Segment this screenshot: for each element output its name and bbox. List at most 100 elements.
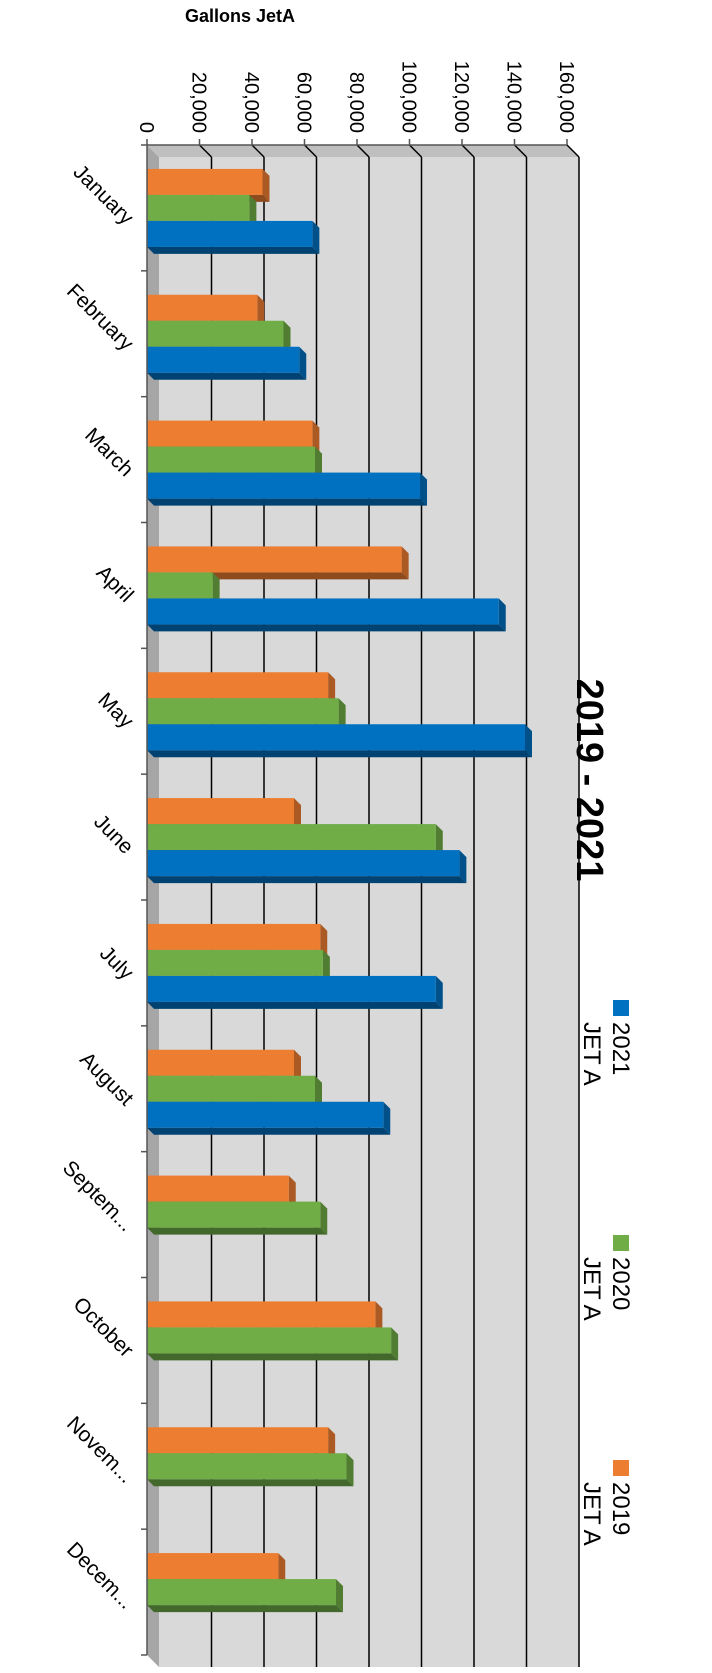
bar-front — [147, 1201, 321, 1228]
bar-front — [147, 1427, 329, 1454]
bar-front — [147, 1101, 384, 1128]
bar-top — [435, 824, 443, 858]
bar-side — [147, 246, 320, 254]
gridline-side — [461, 144, 475, 158]
x-tick-label: June — [89, 810, 137, 858]
gridline-side — [198, 144, 213, 158]
bar-side — [147, 1605, 343, 1613]
bar-front — [147, 949, 323, 976]
bar-top — [315, 446, 322, 480]
plot-area — [147, 144, 580, 1667]
bar-front — [147, 850, 460, 877]
bar-front — [147, 294, 258, 321]
y-tick-label: 100,000 — [398, 61, 420, 133]
bar-front — [147, 672, 329, 699]
bar-side — [147, 1127, 391, 1135]
y-tick-label: 0 — [135, 122, 157, 133]
bar-side — [147, 1001, 443, 1009]
legend-label: 2019 — [607, 1482, 634, 1535]
bar-top — [320, 923, 328, 957]
bar-top — [294, 798, 301, 832]
bar — [147, 1579, 343, 1613]
bar-top — [312, 220, 320, 254]
x-tick-label: Novem... — [62, 1412, 138, 1488]
gridline-side — [356, 144, 370, 158]
bar — [147, 598, 506, 632]
bar-front — [147, 346, 300, 373]
x-tick-label: April — [92, 561, 138, 607]
bar-side — [147, 750, 532, 758]
bar — [147, 220, 320, 254]
y-tick-label: 20,000 — [188, 72, 210, 133]
bar-top — [278, 1553, 286, 1587]
bar-top — [420, 472, 427, 506]
bar-top — [498, 598, 506, 632]
bar-top — [322, 949, 330, 983]
x-tick-label: October — [69, 1293, 138, 1362]
bar-top — [401, 546, 409, 580]
bar — [147, 1101, 391, 1135]
bar-front — [147, 168, 263, 195]
bar-top — [212, 572, 220, 606]
bar-top — [315, 1075, 322, 1109]
legend-label-line2: JET A — [578, 1482, 605, 1546]
bar-top — [459, 850, 467, 884]
x-axis: January February March April May June July Augu… — [58, 144, 148, 1656]
bar-front — [147, 320, 284, 347]
bar-front — [147, 446, 315, 473]
bar-top — [336, 1579, 343, 1613]
bar-front — [147, 1453, 347, 1480]
bar-top — [346, 1453, 354, 1487]
bar-side — [147, 1479, 354, 1487]
gridline-side — [303, 144, 318, 158]
bar-front — [147, 975, 436, 1002]
bar-top — [328, 1427, 336, 1461]
gridline-side — [513, 144, 528, 158]
bar-front — [147, 724, 525, 751]
chart-title: 2019 - 2021 — [568, 679, 610, 882]
y-tick-label: 160,000 — [555, 61, 577, 133]
bar-front — [147, 1175, 289, 1202]
bar-front — [147, 546, 402, 573]
bar-front — [147, 824, 436, 851]
x-tick-label: Decem... — [62, 1538, 138, 1614]
legend-label-line2: JET A — [578, 1257, 605, 1321]
bar-front — [147, 220, 313, 247]
gridline-side — [408, 144, 423, 158]
bar-front — [147, 1553, 279, 1580]
bar — [147, 1327, 399, 1361]
bar-front — [147, 1301, 376, 1328]
bar-front — [147, 572, 213, 599]
y-tick-label: 60,000 — [293, 72, 315, 133]
bar — [147, 724, 532, 758]
bar-side — [147, 876, 467, 884]
gridline-side — [251, 144, 265, 158]
legend-swatch — [613, 1460, 629, 1476]
x-tick-label: July — [95, 942, 138, 985]
bar-front — [147, 1049, 294, 1076]
legend-label: 2020 — [607, 1257, 634, 1310]
x-tick-label: March — [80, 424, 138, 482]
bar-front — [147, 923, 321, 950]
bar-front — [147, 1075, 315, 1102]
bar-top — [391, 1327, 399, 1361]
bars-group — [147, 168, 532, 1613]
bar-side — [147, 624, 506, 632]
bar-front — [147, 598, 499, 625]
y-tick-label: 120,000 — [450, 61, 472, 133]
bar-top — [312, 420, 320, 454]
bar-top — [262, 168, 270, 202]
bar-front — [147, 798, 294, 825]
bar-top — [328, 672, 336, 706]
bar-top — [249, 194, 257, 228]
bar-front — [147, 1579, 336, 1606]
bar-top — [294, 1049, 301, 1083]
bar-front — [147, 420, 313, 447]
bar-top — [338, 698, 346, 732]
bar-side — [147, 1227, 328, 1235]
bar-top — [320, 1201, 328, 1235]
y-axis-label: Gallons JetA — [185, 6, 295, 26]
